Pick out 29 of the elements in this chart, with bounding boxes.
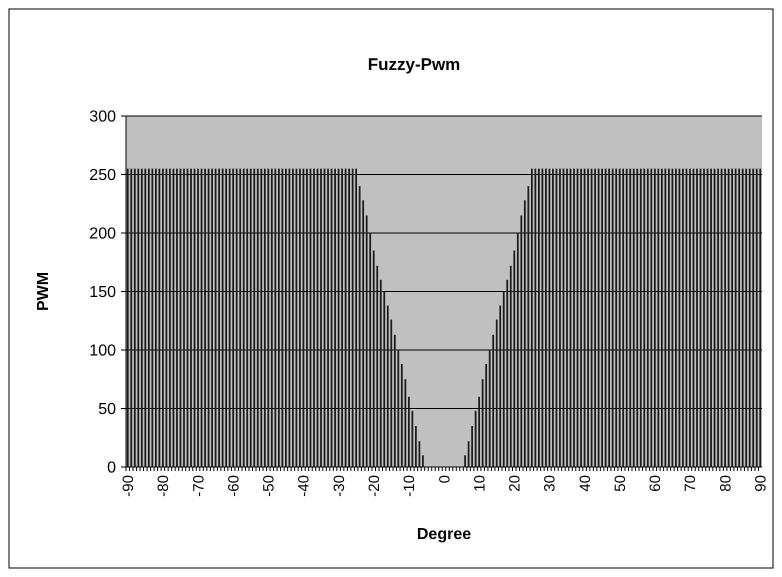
x-tick-label: 90	[752, 475, 770, 492]
chart-title: Fuzzy-Pwm	[368, 55, 460, 74]
x-tick-label: -40	[296, 475, 313, 497]
x-tick-label: -90	[120, 475, 138, 497]
y-tick-label: 150	[89, 284, 116, 302]
x-tick-label: 80	[717, 475, 734, 492]
x-tick-label: 60	[647, 475, 664, 492]
y-tick-label: 300	[89, 108, 116, 126]
x-tick-label: 70	[682, 475, 700, 492]
x-tick-label: 40	[576, 475, 594, 492]
y-tick-label: 100	[89, 342, 116, 360]
x-tick-label: -50	[260, 475, 278, 497]
x-tick-label: -60	[225, 475, 242, 497]
x-tick-label: 30	[542, 475, 559, 492]
x-axis-title: Degree	[416, 526, 472, 543]
x-tick-label: 0	[436, 475, 454, 484]
y-tick-label: 200	[89, 226, 116, 243]
x-tick-label: -30	[330, 475, 348, 497]
x-tick-label: -10	[401, 475, 418, 497]
y-tick-label: 0	[107, 460, 116, 477]
x-tick-label: -80	[155, 475, 172, 497]
x-tick-label: -20	[366, 475, 383, 497]
x-tick-label: 10	[471, 475, 488, 492]
y-tick-label: 250	[89, 167, 116, 184]
y-axis-title: PWM	[35, 272, 52, 312]
x-tick-label: -70	[190, 475, 208, 497]
x-tick-label: 20	[506, 475, 524, 492]
x-tick-label: 50	[612, 475, 629, 492]
y-tick-label: 50	[98, 401, 116, 418]
